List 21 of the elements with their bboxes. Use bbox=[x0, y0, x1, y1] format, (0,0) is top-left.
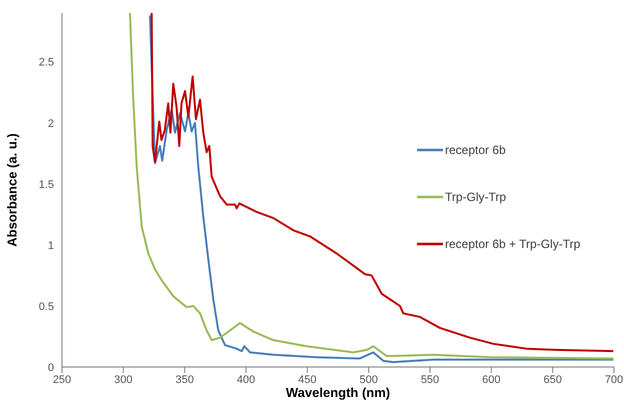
y-tick-label: 1.5 bbox=[38, 178, 54, 191]
y-tick-label: 1 bbox=[48, 240, 54, 252]
y-tick-label: 0.5 bbox=[38, 300, 54, 313]
y-tick-label: 2 bbox=[48, 118, 54, 130]
x-tick-label: 400 bbox=[236, 374, 256, 386]
x-tick-label: 500 bbox=[359, 374, 378, 386]
y-axis-title: Absorbance (a. u.) bbox=[4, 133, 20, 247]
x-tick-label: 250 bbox=[52, 374, 72, 386]
y-tick-label: 0 bbox=[48, 362, 54, 374]
x-tick-label: 550 bbox=[420, 374, 440, 386]
x-tick-label: 600 bbox=[482, 374, 501, 386]
x-tick-label: 350 bbox=[175, 374, 194, 386]
legend-label: receptor 6b + Trp-Gly-Trp bbox=[445, 236, 580, 250]
y-tick-label: 2.5 bbox=[38, 56, 54, 69]
x-tick-label: 450 bbox=[298, 374, 317, 386]
x-tick-label: 700 bbox=[604, 374, 624, 386]
x-tick-label: 650 bbox=[543, 374, 562, 386]
legend-label: receptor 6b bbox=[445, 142, 506, 156]
x-tick-label: 300 bbox=[114, 374, 133, 386]
legend-label: Trp-Gly-Trp bbox=[445, 190, 506, 204]
x-axis-title: Wavelength (nm) bbox=[286, 385, 390, 400]
